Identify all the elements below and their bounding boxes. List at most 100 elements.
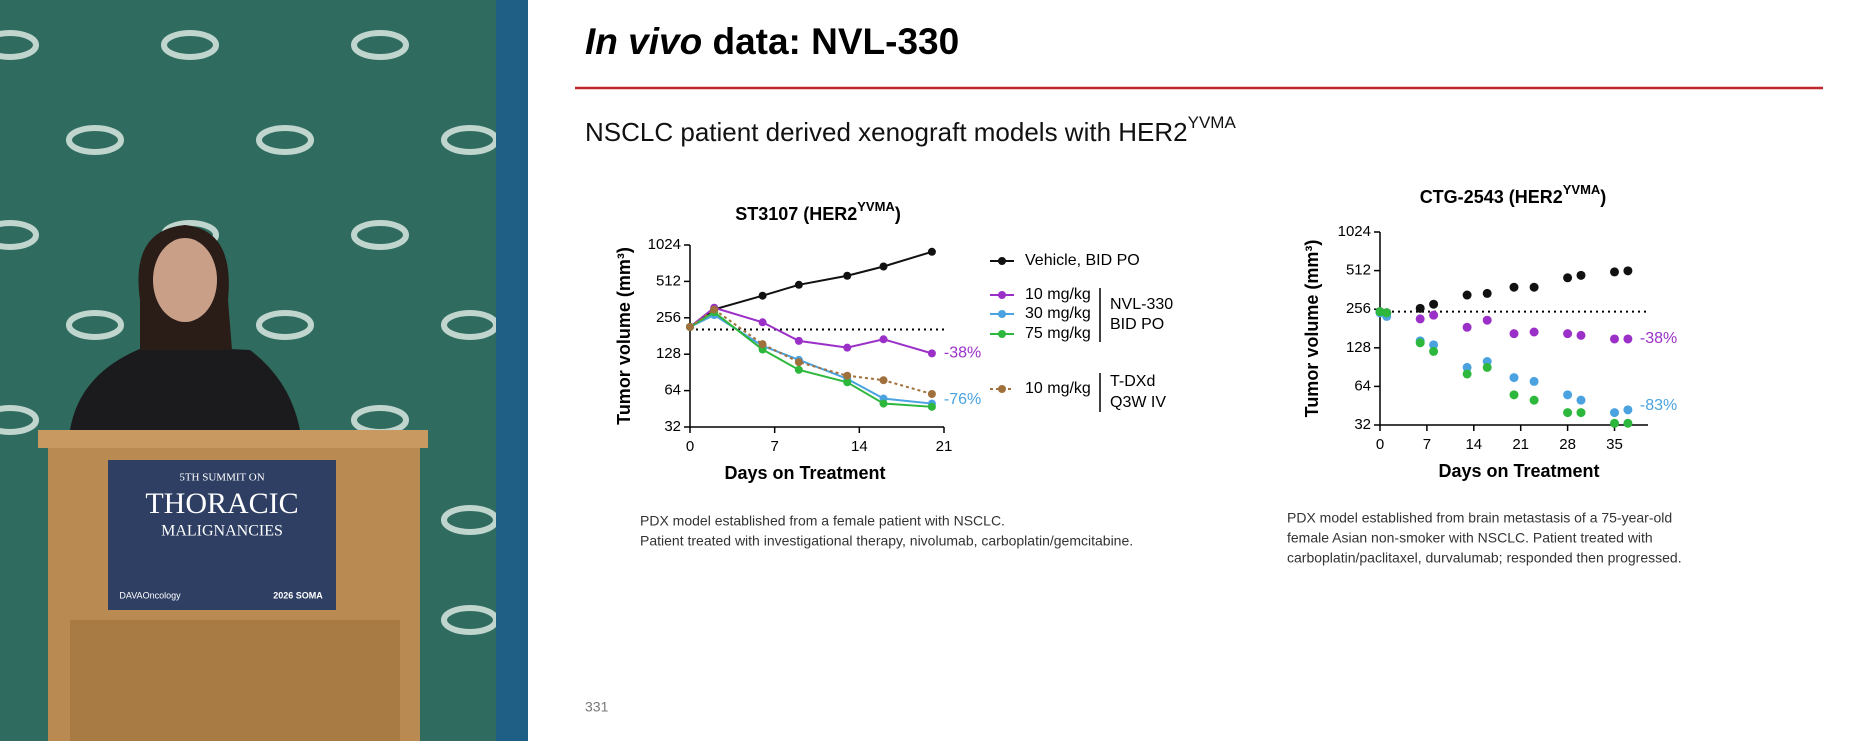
- y-tick-label: 1024: [1338, 223, 1371, 240]
- data-point: [686, 322, 694, 331]
- legend-note: NVL-330: [1110, 296, 1173, 313]
- data-point: [1429, 310, 1439, 320]
- data-point: [1429, 346, 1439, 356]
- data-point: [1623, 418, 1633, 428]
- x-tick-label: 0: [686, 438, 694, 455]
- chart-title-end: ): [895, 204, 901, 224]
- data-point: [1482, 315, 1492, 325]
- slide-title-rest: data: NVL-330: [702, 21, 959, 62]
- y-tick-label: 32: [1354, 416, 1371, 433]
- podium-badge: 2026 SOMA: [273, 590, 323, 600]
- x-tick-label: 7: [1423, 436, 1431, 453]
- y-tick-label: 128: [1346, 339, 1371, 356]
- y-tick-label: 256: [656, 309, 681, 326]
- x-tick-label: 21: [1512, 436, 1529, 453]
- x-axis-title: Days on Treatment: [724, 463, 885, 483]
- footnote: PDX model established from brain metasta…: [1287, 510, 1672, 526]
- speaker: [70, 225, 300, 430]
- y-tick-label: 512: [656, 272, 681, 289]
- y-tick-label: 64: [664, 382, 681, 399]
- data-point: [927, 389, 936, 398]
- data-point: [843, 378, 852, 387]
- data-point: [1482, 288, 1492, 298]
- slide: [528, 0, 1860, 741]
- legend-label: 75 mg/kg: [1025, 325, 1091, 342]
- data-point: [1563, 390, 1573, 400]
- footnote: PDX model established from a female pati…: [640, 513, 1005, 529]
- data-point: [1610, 418, 1619, 428]
- data-point: [758, 340, 767, 349]
- data-point: [1462, 369, 1472, 379]
- chart-title-main: CTG-2543 (HER2: [1420, 187, 1563, 207]
- data-point: [1529, 376, 1539, 386]
- data-point: [1623, 334, 1633, 344]
- y-tick-label: 1024: [648, 236, 681, 253]
- data-point: [927, 349, 936, 358]
- podium-logo: DAVAOncology: [119, 590, 181, 600]
- data-point: [1375, 307, 1385, 317]
- y-axis-title: Tumor volume (mm³): [614, 247, 634, 425]
- data-point: [1429, 299, 1439, 309]
- x-tick-label: 7: [770, 438, 778, 455]
- data-point: [879, 399, 888, 408]
- data-point: [1509, 282, 1519, 292]
- data-point: [1610, 334, 1619, 344]
- podium-text: 5TH SUMMIT ON: [179, 472, 264, 484]
- x-tick-label: 21: [936, 438, 953, 455]
- data-point: [1563, 329, 1573, 339]
- data-point: [1382, 308, 1392, 318]
- data-point: [843, 343, 852, 352]
- y-axis-title: Tumor volume (mm³): [1302, 240, 1322, 418]
- chart-title: ST3107 (HER2YVMA): [735, 199, 901, 223]
- legend-label: 10 mg/kg: [1025, 380, 1091, 397]
- data-point: [879, 262, 888, 271]
- data-point: [758, 291, 767, 300]
- x-tick-label: 0: [1376, 436, 1384, 453]
- data-point: [843, 271, 852, 280]
- footnote: Patient treated with investigational the…: [640, 533, 1133, 549]
- chart-title-sup: YVMA: [1563, 182, 1601, 197]
- podium-text: MALIGNANCIES: [161, 523, 283, 540]
- slide-title-italic: In vivo: [585, 21, 702, 62]
- x-tick-label: 14: [851, 438, 868, 455]
- data-point: [1462, 362, 1472, 372]
- data-point: [1415, 338, 1425, 348]
- data-point: [1529, 395, 1539, 405]
- x-tick-label: 28: [1559, 436, 1576, 453]
- data-point: [843, 371, 852, 380]
- data-point: [1623, 405, 1633, 415]
- slide-subtitle: NSCLC patient derived xenograft models w…: [585, 113, 1236, 146]
- legend-note: T-DXd: [1110, 373, 1155, 390]
- legend-label: 30 mg/kg: [1025, 305, 1091, 322]
- data-point: [1509, 329, 1519, 339]
- x-axis-title: Days on Treatment: [1438, 461, 1599, 481]
- data-point: [794, 336, 803, 345]
- podium: [38, 430, 428, 741]
- chart-title-end: ): [1600, 187, 1606, 207]
- y-tick-label: 512: [1346, 262, 1371, 279]
- podium-text: THORACIC: [145, 487, 298, 520]
- data-point: [879, 335, 888, 344]
- footnote: carboplatin/paclitaxel, durvalumab; resp…: [1287, 550, 1682, 566]
- annotation: -76%: [944, 391, 981, 408]
- legend-marker: [998, 291, 1006, 299]
- footnote: female Asian non-smoker with NSCLC. Pati…: [1287, 530, 1653, 546]
- data-point: [1563, 273, 1573, 283]
- legend-label: Vehicle, BID PO: [1025, 252, 1140, 269]
- page-number: 331: [585, 699, 609, 715]
- subtitle-main: NSCLC patient derived xenograft models w…: [585, 117, 1188, 147]
- annotation: -83%: [1640, 397, 1677, 414]
- data-point: [1563, 408, 1573, 418]
- data-point: [927, 247, 936, 256]
- data-point: [1415, 314, 1425, 324]
- chart-title-main: ST3107 (HER2: [735, 204, 857, 224]
- data-point: [1529, 327, 1539, 337]
- legend-marker: [998, 257, 1006, 265]
- data-point: [879, 376, 888, 385]
- legend-marker: [998, 385, 1006, 393]
- legend-marker: [998, 330, 1006, 338]
- legend-label: 10 mg/kg: [1025, 286, 1091, 303]
- data-point: [1482, 362, 1492, 372]
